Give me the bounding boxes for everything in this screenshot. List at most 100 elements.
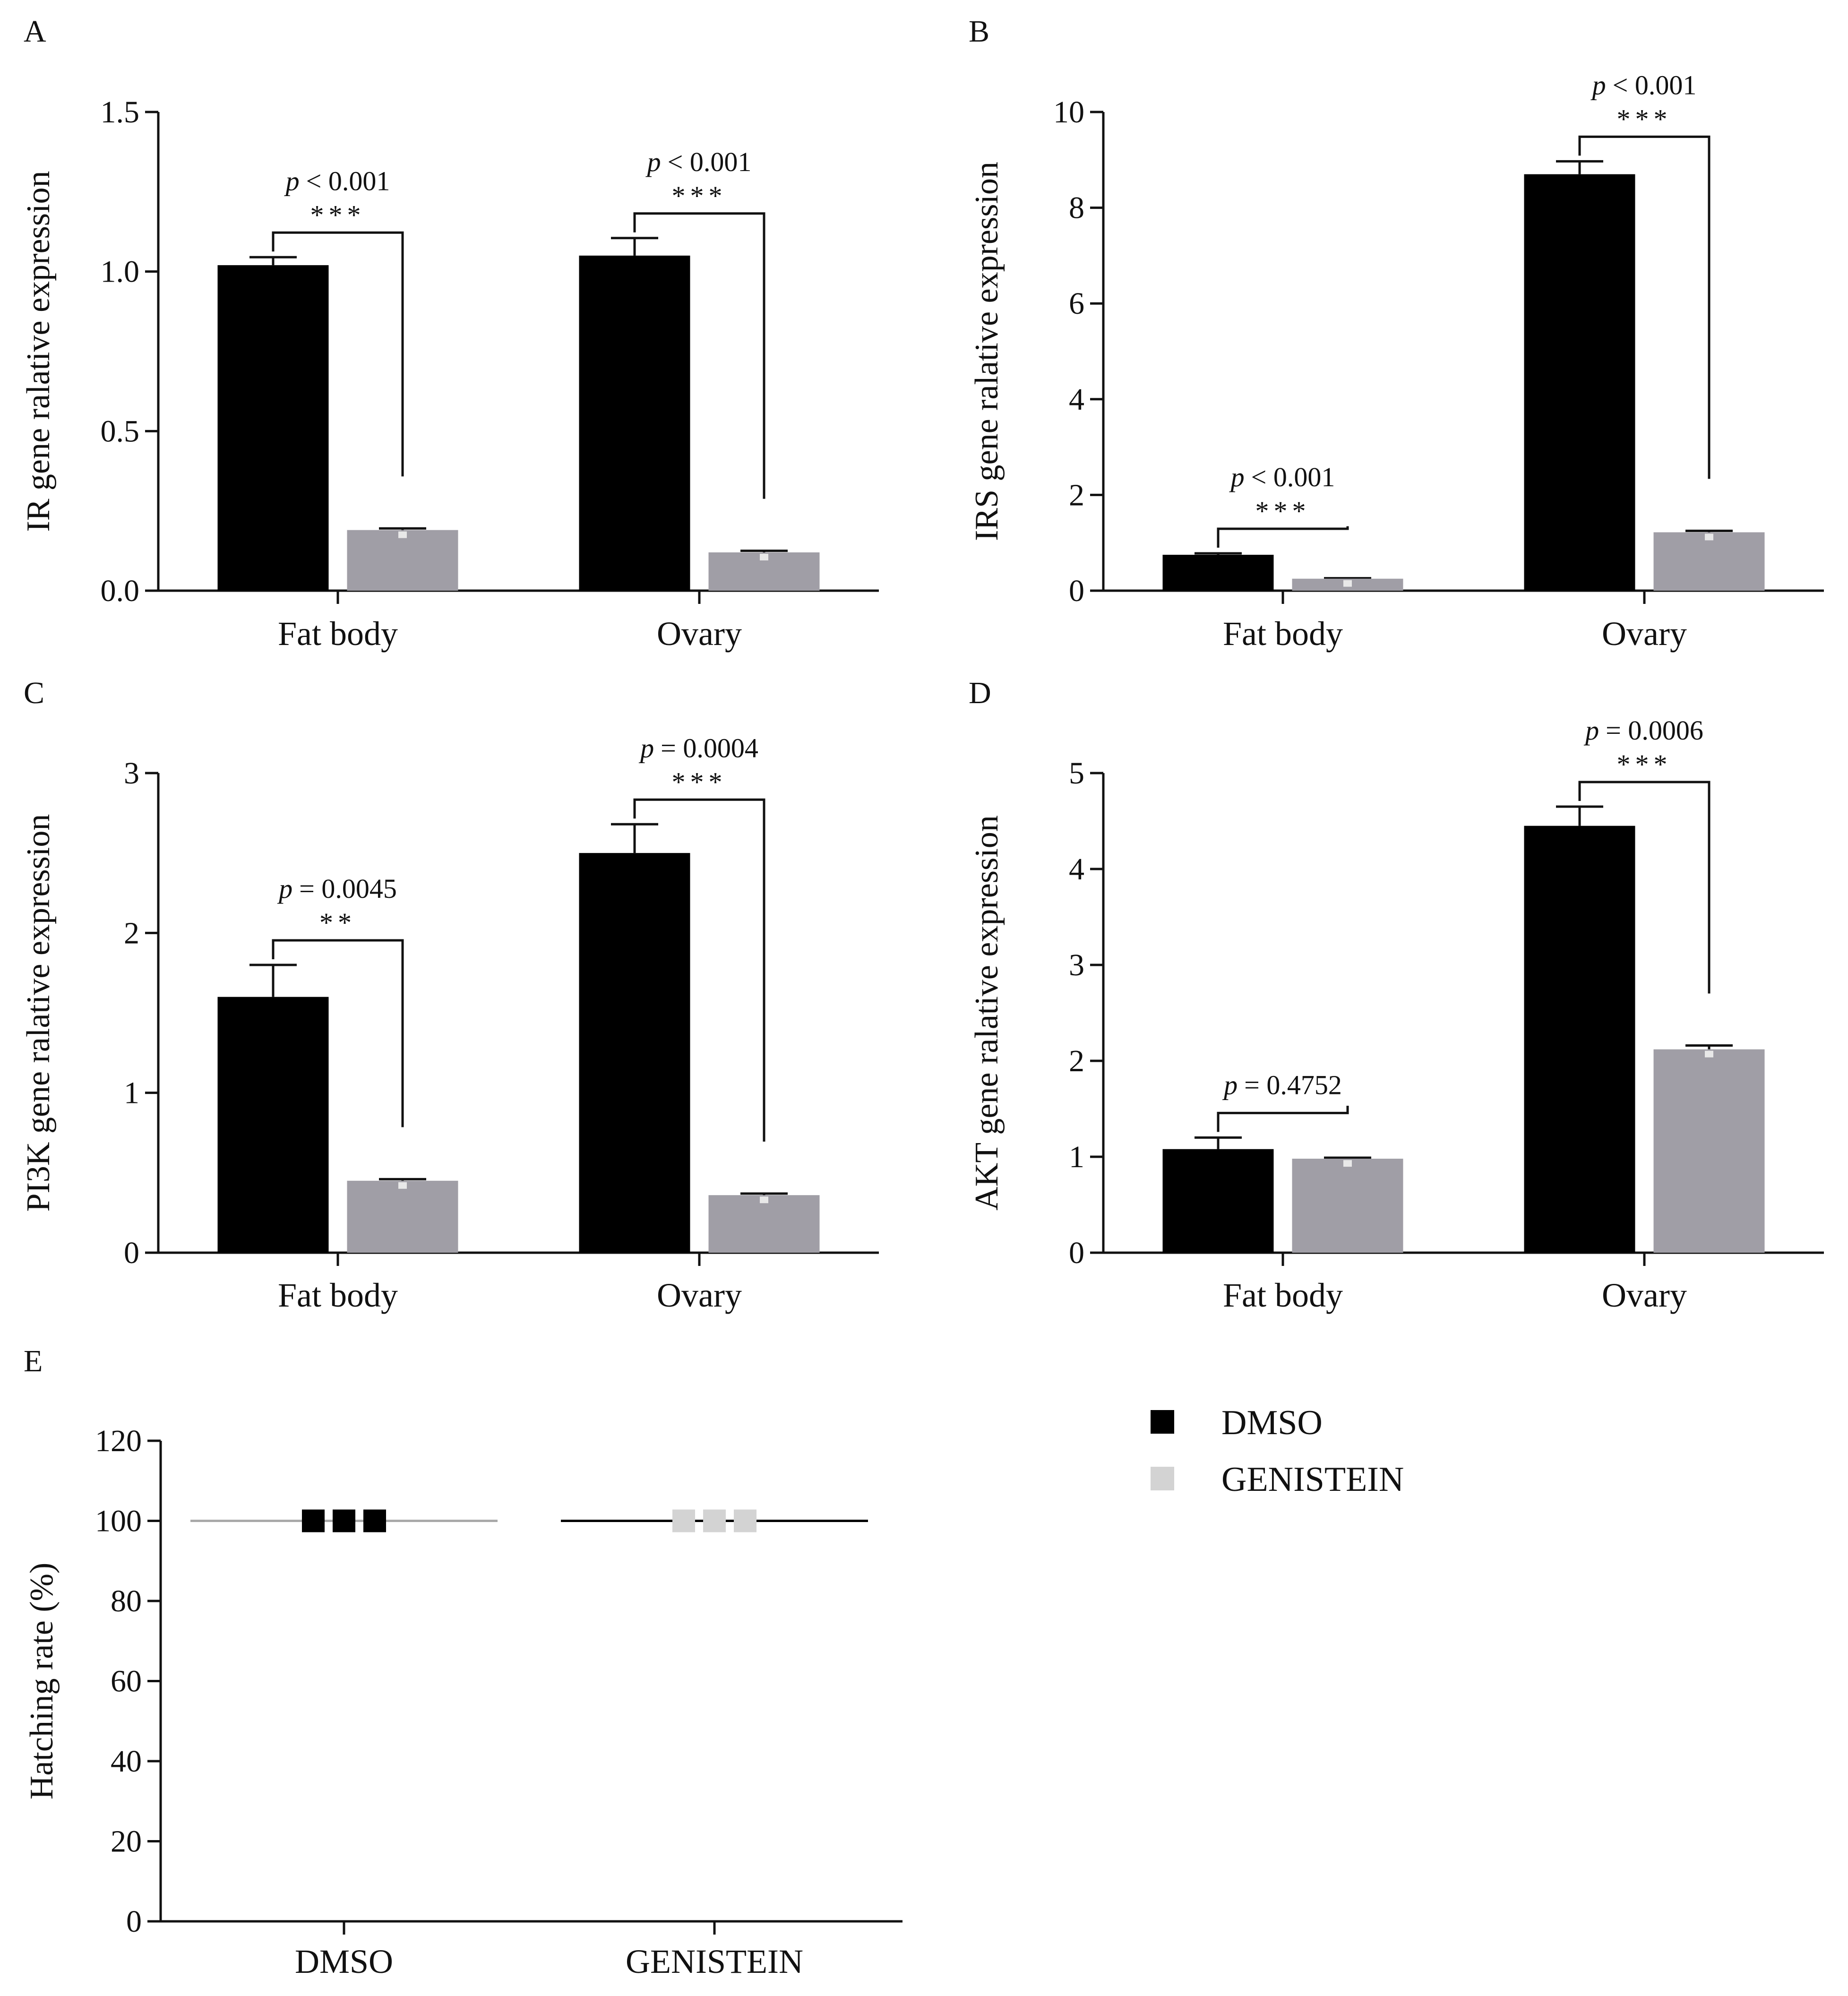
data-point-genistein (703, 1509, 726, 1532)
data-point-dmso (333, 1509, 355, 1532)
p-value: p < 0.001 (645, 146, 752, 177)
y-tick-label: 2 (1069, 1044, 1084, 1078)
y-tick-label: 2 (124, 916, 139, 950)
bar-point (1705, 1050, 1713, 1058)
significance-bracket (1217, 526, 1349, 548)
bar-dmso (1162, 555, 1274, 591)
significance-stars: *** (1617, 749, 1672, 780)
y-tick-label: 3 (124, 756, 139, 791)
panel-b: 0 2 4 6 8 10 Fat body Ovary IRS gene ralative ex… (969, 14, 1824, 653)
p-value: p < 0.001 (284, 165, 390, 196)
p-value: p = 0.0004 (638, 732, 758, 763)
p-value-text: = 0.0045 (299, 873, 397, 904)
y-tick-label: 60 (111, 1664, 142, 1699)
significance-bracket (1217, 1106, 1349, 1132)
significance-stars: *** (1617, 103, 1672, 134)
significance-stars: *** (672, 766, 727, 797)
p-value: p < 0.001 (1229, 462, 1335, 492)
p-symbol: p (645, 146, 661, 177)
category-label: Ovary (1602, 615, 1687, 653)
y-tick-label: 0 (126, 1904, 142, 1939)
significance-stars: *** (672, 181, 727, 211)
significance-bracket (1578, 135, 1710, 479)
category-label: Fat body (1223, 1276, 1343, 1314)
category-label: Fat body (278, 615, 398, 653)
y-tick-label: 4 (1069, 852, 1084, 886)
legend: DMSO GENISTEIN (1151, 1403, 1404, 1499)
panel-c: 0 1 2 3 Fat body Ovary PI3K gene ralative expr… (20, 676, 879, 1314)
y-axis-title: IRS gene ralative expression (969, 162, 1005, 541)
bar-dmso (579, 853, 690, 1253)
y-tick-label: 100 (95, 1504, 142, 1539)
y-tick-label: 10 (1053, 95, 1084, 129)
category-label: Ovary (1602, 1276, 1687, 1314)
bar-point (1343, 580, 1352, 587)
y-tick-label: 1.5 (101, 95, 140, 129)
y-axis-title: AKT gene ralative expression (969, 815, 1005, 1210)
panel-e: 0 20 40 60 80 100 120 DMSO GENISTEIN Hatching rat… (24, 1344, 903, 1980)
p-value: p = 0.4752 (1222, 1069, 1342, 1100)
significance-bracket (633, 212, 765, 499)
bar-genistein (347, 530, 458, 591)
y-tick-label: 0 (1069, 1236, 1084, 1270)
p-value: p = 0.0045 (277, 873, 397, 904)
y-tick-label: 3 (1069, 948, 1084, 982)
category-label: Ovary (657, 615, 742, 653)
p-value-text: < 0.001 (1613, 69, 1697, 100)
significance-bracket (272, 939, 404, 1127)
p-value-text: = 0.0004 (661, 732, 758, 763)
significance-bracket (272, 231, 404, 477)
bar-genistein (347, 1180, 458, 1253)
y-tick-label: 0.5 (101, 414, 140, 448)
y-tick-label: 0.0 (101, 574, 140, 608)
legend-label-dmso: DMSO (1221, 1403, 1323, 1442)
p-symbol: p (284, 165, 300, 196)
p-value-text: < 0.001 (668, 146, 752, 177)
p-symbol: p (277, 873, 292, 904)
category-label: DMSO (295, 1943, 393, 1980)
bar-genistein (1653, 532, 1765, 591)
significance-bracket (1578, 781, 1710, 994)
p-value: p < 0.001 (1590, 69, 1697, 100)
bar-dmso (1162, 1149, 1274, 1253)
y-axis-title: IR gene ralative expression (20, 171, 57, 532)
p-symbol: p (1229, 462, 1245, 492)
y-tick-label: 0 (1069, 574, 1084, 608)
data-point-genistein (734, 1509, 756, 1532)
y-tick-label: 1 (1069, 1140, 1084, 1174)
y-axis-title: PI3K gene ralative expression (20, 814, 57, 1212)
p-symbol: p (638, 732, 654, 763)
legend-swatch-genistein (1151, 1467, 1174, 1490)
significance-stars: ** (319, 907, 356, 938)
bar-point (1705, 533, 1713, 541)
y-axis-title: Hatching rate (%) (24, 1563, 60, 1799)
y-tick-label: 40 (111, 1744, 142, 1779)
p-value: p = 0.0006 (1583, 715, 1703, 746)
category-label: GENISTEIN (626, 1943, 803, 1980)
p-symbol: p (1590, 69, 1606, 100)
category-label: Fat body (278, 1276, 398, 1314)
category-label: Fat body (1223, 615, 1343, 653)
y-tick-label: 2 (1069, 478, 1084, 512)
y-tick-label: 120 (95, 1424, 142, 1458)
p-value-text: < 0.001 (306, 165, 390, 196)
bar-dmso (217, 265, 329, 591)
bar-genistein (1653, 1049, 1765, 1253)
y-tick-label: 4 (1069, 382, 1084, 417)
panel-letter: A (24, 14, 46, 49)
bar-point (1343, 1160, 1352, 1167)
y-tick-label: 1.0 (101, 255, 140, 289)
bar-dmso (579, 255, 690, 591)
y-tick-label: 0 (124, 1236, 139, 1270)
bar-point (398, 531, 407, 538)
bar-point (398, 1182, 407, 1189)
data-point-dmso (363, 1509, 386, 1532)
bar-point (760, 553, 768, 560)
significance-stars: *** (310, 199, 366, 230)
p-value-text: = 0.4752 (1244, 1069, 1342, 1100)
panel-letter: D (969, 676, 991, 710)
panel-letter: B (969, 14, 989, 49)
y-tick-label: 6 (1069, 286, 1084, 321)
bar-dmso (1524, 826, 1635, 1253)
